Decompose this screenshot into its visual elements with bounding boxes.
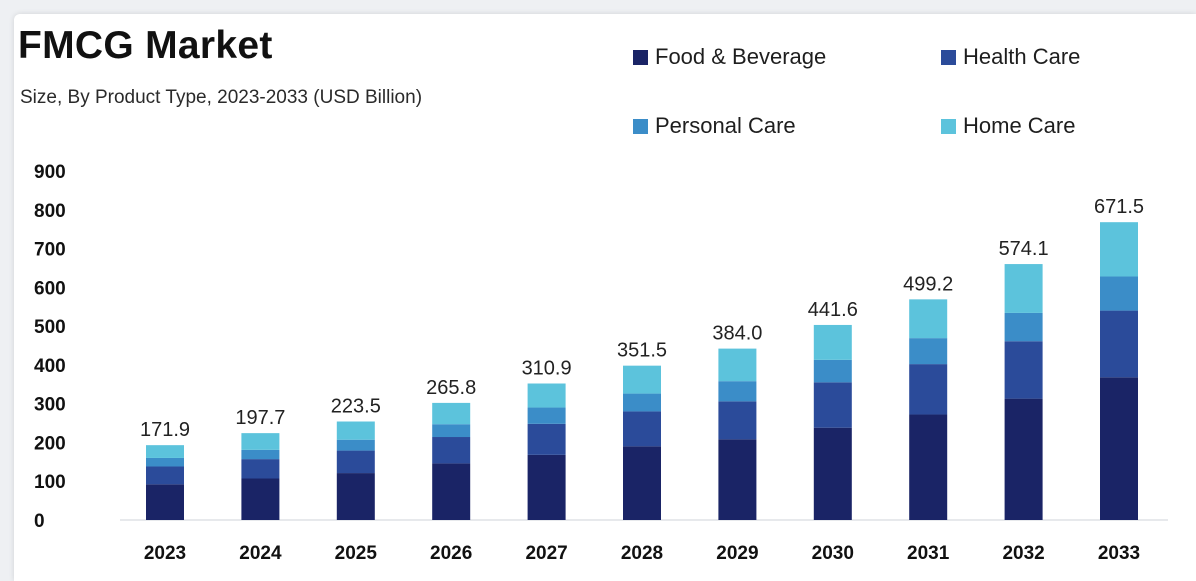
x-tick-label: 2031 [907,543,950,564]
bar-segment-personal-care [527,407,566,424]
bar-total-label: 223.5 [331,396,381,418]
x-tick-label: 2027 [525,543,567,564]
bar-segment-food-beverage [623,446,661,520]
bar-total-label: 441.6 [808,299,858,321]
y-tick-label: 800 [34,201,66,222]
bar-segment-personal-care [623,393,661,412]
bar-segment-food-beverage [1100,377,1138,520]
bar-segment-food-beverage [432,463,471,520]
bar-segment-food-beverage [813,427,852,520]
y-tick-label: 600 [34,278,66,299]
bar-segment-food-beverage [336,473,375,520]
bar-total-label: 574.1 [999,238,1049,260]
y-tick-label: 400 [34,356,66,377]
legend-swatch-personal-care [633,118,648,134]
bar-segment-health-care [1100,310,1138,378]
legend-item-food-beverage: Food & Beverage [633,44,826,70]
x-tick-label: 2028 [621,543,663,564]
bar-segment-home-care [909,299,948,339]
legend-item-home-care: Home Care [941,113,1075,139]
bar-total-label: 499.2 [903,273,953,295]
bar-segment-health-care [718,401,757,440]
bar-segment-health-care [146,466,184,485]
chart-card [14,14,1196,581]
bar-segment-food-beverage [527,454,566,520]
y-tick-label: 0 [34,511,45,532]
bar-segment-personal-care [432,424,471,438]
legend-label-health-care: Health Care [963,44,1081,69]
legend-swatch-food-beverage [633,49,648,65]
bar-segment-home-care [1004,264,1043,313]
bar-total-label: 197.7 [235,407,285,429]
y-tick-label: 300 [34,395,66,416]
bar-segment-personal-care [336,439,375,451]
x-tick-label: 2023 [144,543,186,564]
y-tick-label: 700 [34,240,66,261]
bar-segment-food-beverage [1004,398,1043,520]
legend-item-health-care: Health Care [941,44,1080,70]
bar-segment-home-care [1100,222,1138,277]
bar-total-label: 384.0 [712,323,762,345]
bar-segment-health-care [527,423,566,455]
bar-segment-health-care [623,411,661,447]
y-tick-label: 200 [34,433,66,454]
legend-label-personal-care: Personal Care [655,113,796,138]
x-tick-label: 2026 [430,543,472,564]
bar-total-label: 671.5 [1094,196,1144,218]
bar-segment-health-care [241,459,280,479]
bar-segment-food-beverage [718,439,757,520]
bar-segment-home-care [718,348,757,382]
bar-total-label: 310.9 [522,358,572,380]
bar-segment-home-care [241,433,280,450]
bar-total-label: 265.8 [426,377,476,399]
bar-segment-personal-care [1100,276,1138,311]
bar-segment-home-care [432,402,471,425]
bar-segment-personal-care [813,359,852,383]
x-tick-label: 2025 [335,543,378,564]
legend-label-food-beverage: Food & Beverage [655,44,827,69]
legend-swatch-health-care [941,49,956,65]
bar-segment-home-care [146,445,184,458]
bar-segment-personal-care [909,338,948,365]
y-tick-label: 100 [34,472,66,493]
legend-item-personal-care: Personal Care [633,113,796,139]
x-tick-label: 2030 [812,543,854,564]
bar-total-label: 351.5 [617,340,667,362]
bar-segment-personal-care [1004,312,1043,342]
bar-segment-food-beverage [241,478,280,520]
bar-segment-home-care [527,383,566,408]
x-tick-label: 2033 [1098,543,1140,564]
bar-segment-food-beverage [909,414,948,520]
x-tick-label: 2024 [239,543,282,564]
bar-segment-food-beverage [146,484,184,520]
bar-segment-health-care [1004,341,1043,399]
x-tick-label: 2029 [716,543,758,564]
bar-segment-home-care [623,365,661,394]
bar-segment-personal-care [146,457,184,467]
bar-segment-personal-care [241,449,280,460]
bar-segment-health-care [813,382,852,428]
bar-segment-home-care [813,324,852,360]
legend-swatch-home-care [941,118,956,134]
legend-label-home-care: Home Care [963,113,1076,138]
bar-segment-personal-care [718,381,757,402]
x-tick-label: 2032 [1002,543,1044,564]
y-tick-label: 500 [34,317,66,338]
bar-total-label: 171.9 [140,419,190,441]
chart-title: FMCG Market [18,24,273,67]
y-tick-label: 900 [34,162,66,183]
bar-segment-home-care [336,421,375,440]
bar-segment-health-care [432,437,471,464]
bar-segment-health-care [336,450,375,474]
chart-subtitle: Size, By Product Type, 2023-2033 (USD Bi… [20,87,423,108]
bar-segment-health-care [909,364,948,415]
